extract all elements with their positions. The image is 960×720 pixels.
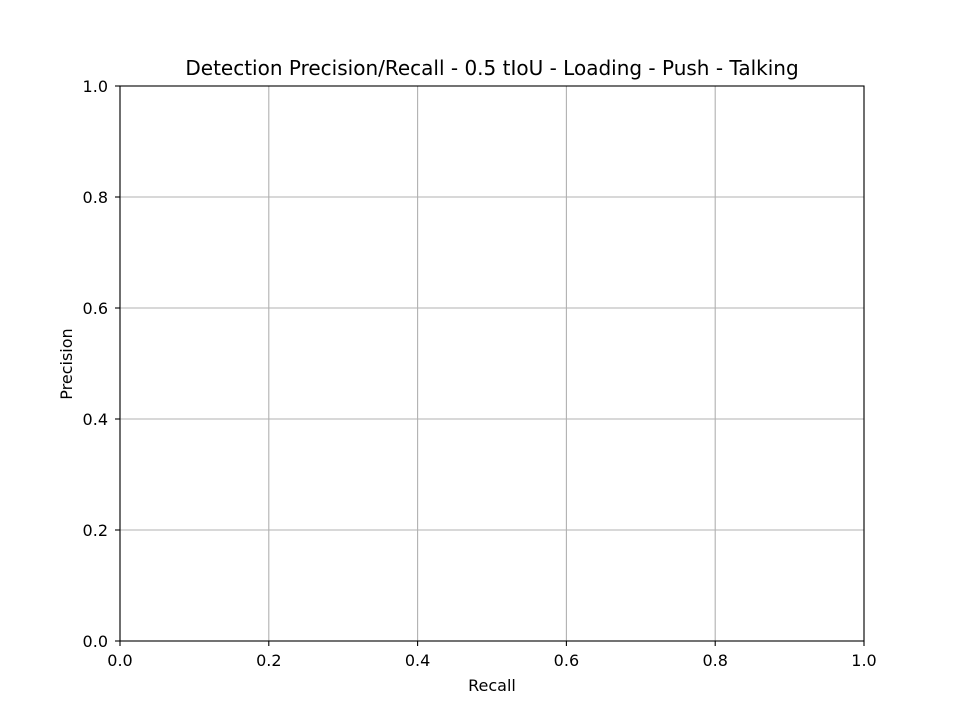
plot-frame bbox=[119, 85, 865, 642]
y-tick-label: 0.8 bbox=[83, 188, 108, 207]
y-tick-label: 0.6 bbox=[83, 299, 108, 318]
chart-title: Detection Precision/Recall - 0.5 tIoU - … bbox=[185, 56, 798, 80]
x-axis-label: Recall bbox=[468, 676, 516, 695]
x-tick-label: 1.0 bbox=[851, 651, 876, 670]
y-tick-label: 0.2 bbox=[83, 521, 108, 540]
y-axis-label: Precision bbox=[57, 328, 76, 399]
x-tick-label: 0.6 bbox=[554, 651, 579, 670]
x-tick-label: 0.8 bbox=[702, 651, 727, 670]
x-tick-label: 0.4 bbox=[405, 651, 430, 670]
y-tick-label: 0.0 bbox=[83, 632, 108, 651]
y-tick-label: 0.4 bbox=[83, 410, 108, 429]
x-axis: 0.0 0.2 0.4 0.6 0.8 1.0 bbox=[107, 641, 877, 670]
x-tick-label: 0.2 bbox=[256, 651, 281, 670]
x-tick-label: 0.0 bbox=[107, 651, 132, 670]
y-tick-label: 1.0 bbox=[83, 77, 108, 96]
y-axis: 0.0 0.2 0.4 0.6 0.8 1.0 bbox=[83, 77, 120, 651]
